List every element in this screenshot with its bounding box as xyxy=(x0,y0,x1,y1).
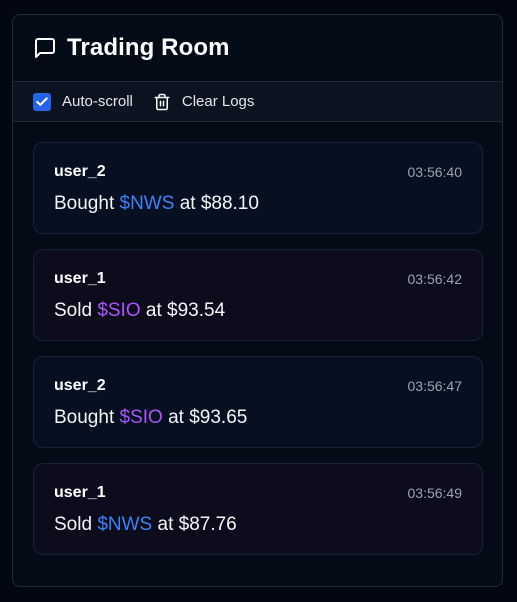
log-item: user_2 03:56:47 Bought $SIO at $93.65 xyxy=(33,356,483,448)
page-title: Trading Room xyxy=(67,34,230,62)
panel-header: Trading Room xyxy=(13,15,502,81)
clear-logs-label: Clear Logs xyxy=(182,93,255,110)
log-action: Sold xyxy=(54,300,92,321)
log-action: Bought xyxy=(54,193,114,214)
log-ticker: $SIO xyxy=(97,300,140,321)
log-list[interactable]: user_2 03:56:40 Bought $NWS at $88.10 us… xyxy=(13,122,502,555)
log-timestamp: 03:56:49 xyxy=(408,485,463,501)
log-message: Sold $NWS at $87.76 xyxy=(54,514,462,536)
autoscroll-label: Auto-scroll xyxy=(62,93,133,110)
log-user: user_1 xyxy=(54,270,106,287)
autoscroll-checkbox[interactable] xyxy=(33,93,51,111)
log-ticker: $NWS xyxy=(97,514,152,535)
log-price: at $88.10 xyxy=(180,193,259,214)
check-icon xyxy=(35,95,49,109)
log-user: user_2 xyxy=(54,163,106,180)
toolbar: Auto-scroll Clear Logs xyxy=(13,81,502,122)
log-ticker: $NWS xyxy=(120,193,175,214)
log-price: at $87.76 xyxy=(158,514,237,535)
autoscroll-toggle[interactable]: Auto-scroll xyxy=(33,93,133,111)
log-message: Sold $SIO at $93.54 xyxy=(54,300,462,322)
trading-room-panel: Trading Room Auto-scroll Clear Logs xyxy=(12,14,503,587)
log-price: at $93.65 xyxy=(168,407,247,428)
log-item: user_1 03:56:49 Sold $NWS at $87.76 xyxy=(33,463,483,555)
log-message: Bought $SIO at $93.65 xyxy=(54,407,462,429)
log-ticker: $SIO xyxy=(120,407,163,428)
log-action: Bought xyxy=(54,407,114,428)
log-timestamp: 03:56:47 xyxy=(408,378,463,394)
log-user: user_1 xyxy=(54,484,106,501)
log-message: Bought $NWS at $88.10 xyxy=(54,193,462,215)
log-item: user_1 03:56:42 Sold $SIO at $93.54 xyxy=(33,249,483,341)
log-timestamp: 03:56:42 xyxy=(408,271,463,287)
clear-logs-button[interactable]: Clear Logs xyxy=(153,92,255,112)
log-action: Sold xyxy=(54,514,92,535)
log-timestamp: 03:56:40 xyxy=(408,164,463,180)
log-item: user_2 03:56:40 Bought $NWS at $88.10 xyxy=(33,142,483,234)
log-user: user_2 xyxy=(54,377,106,394)
message-square-icon xyxy=(33,36,57,60)
log-price: at $93.54 xyxy=(146,300,225,321)
trash-icon xyxy=(153,92,171,112)
